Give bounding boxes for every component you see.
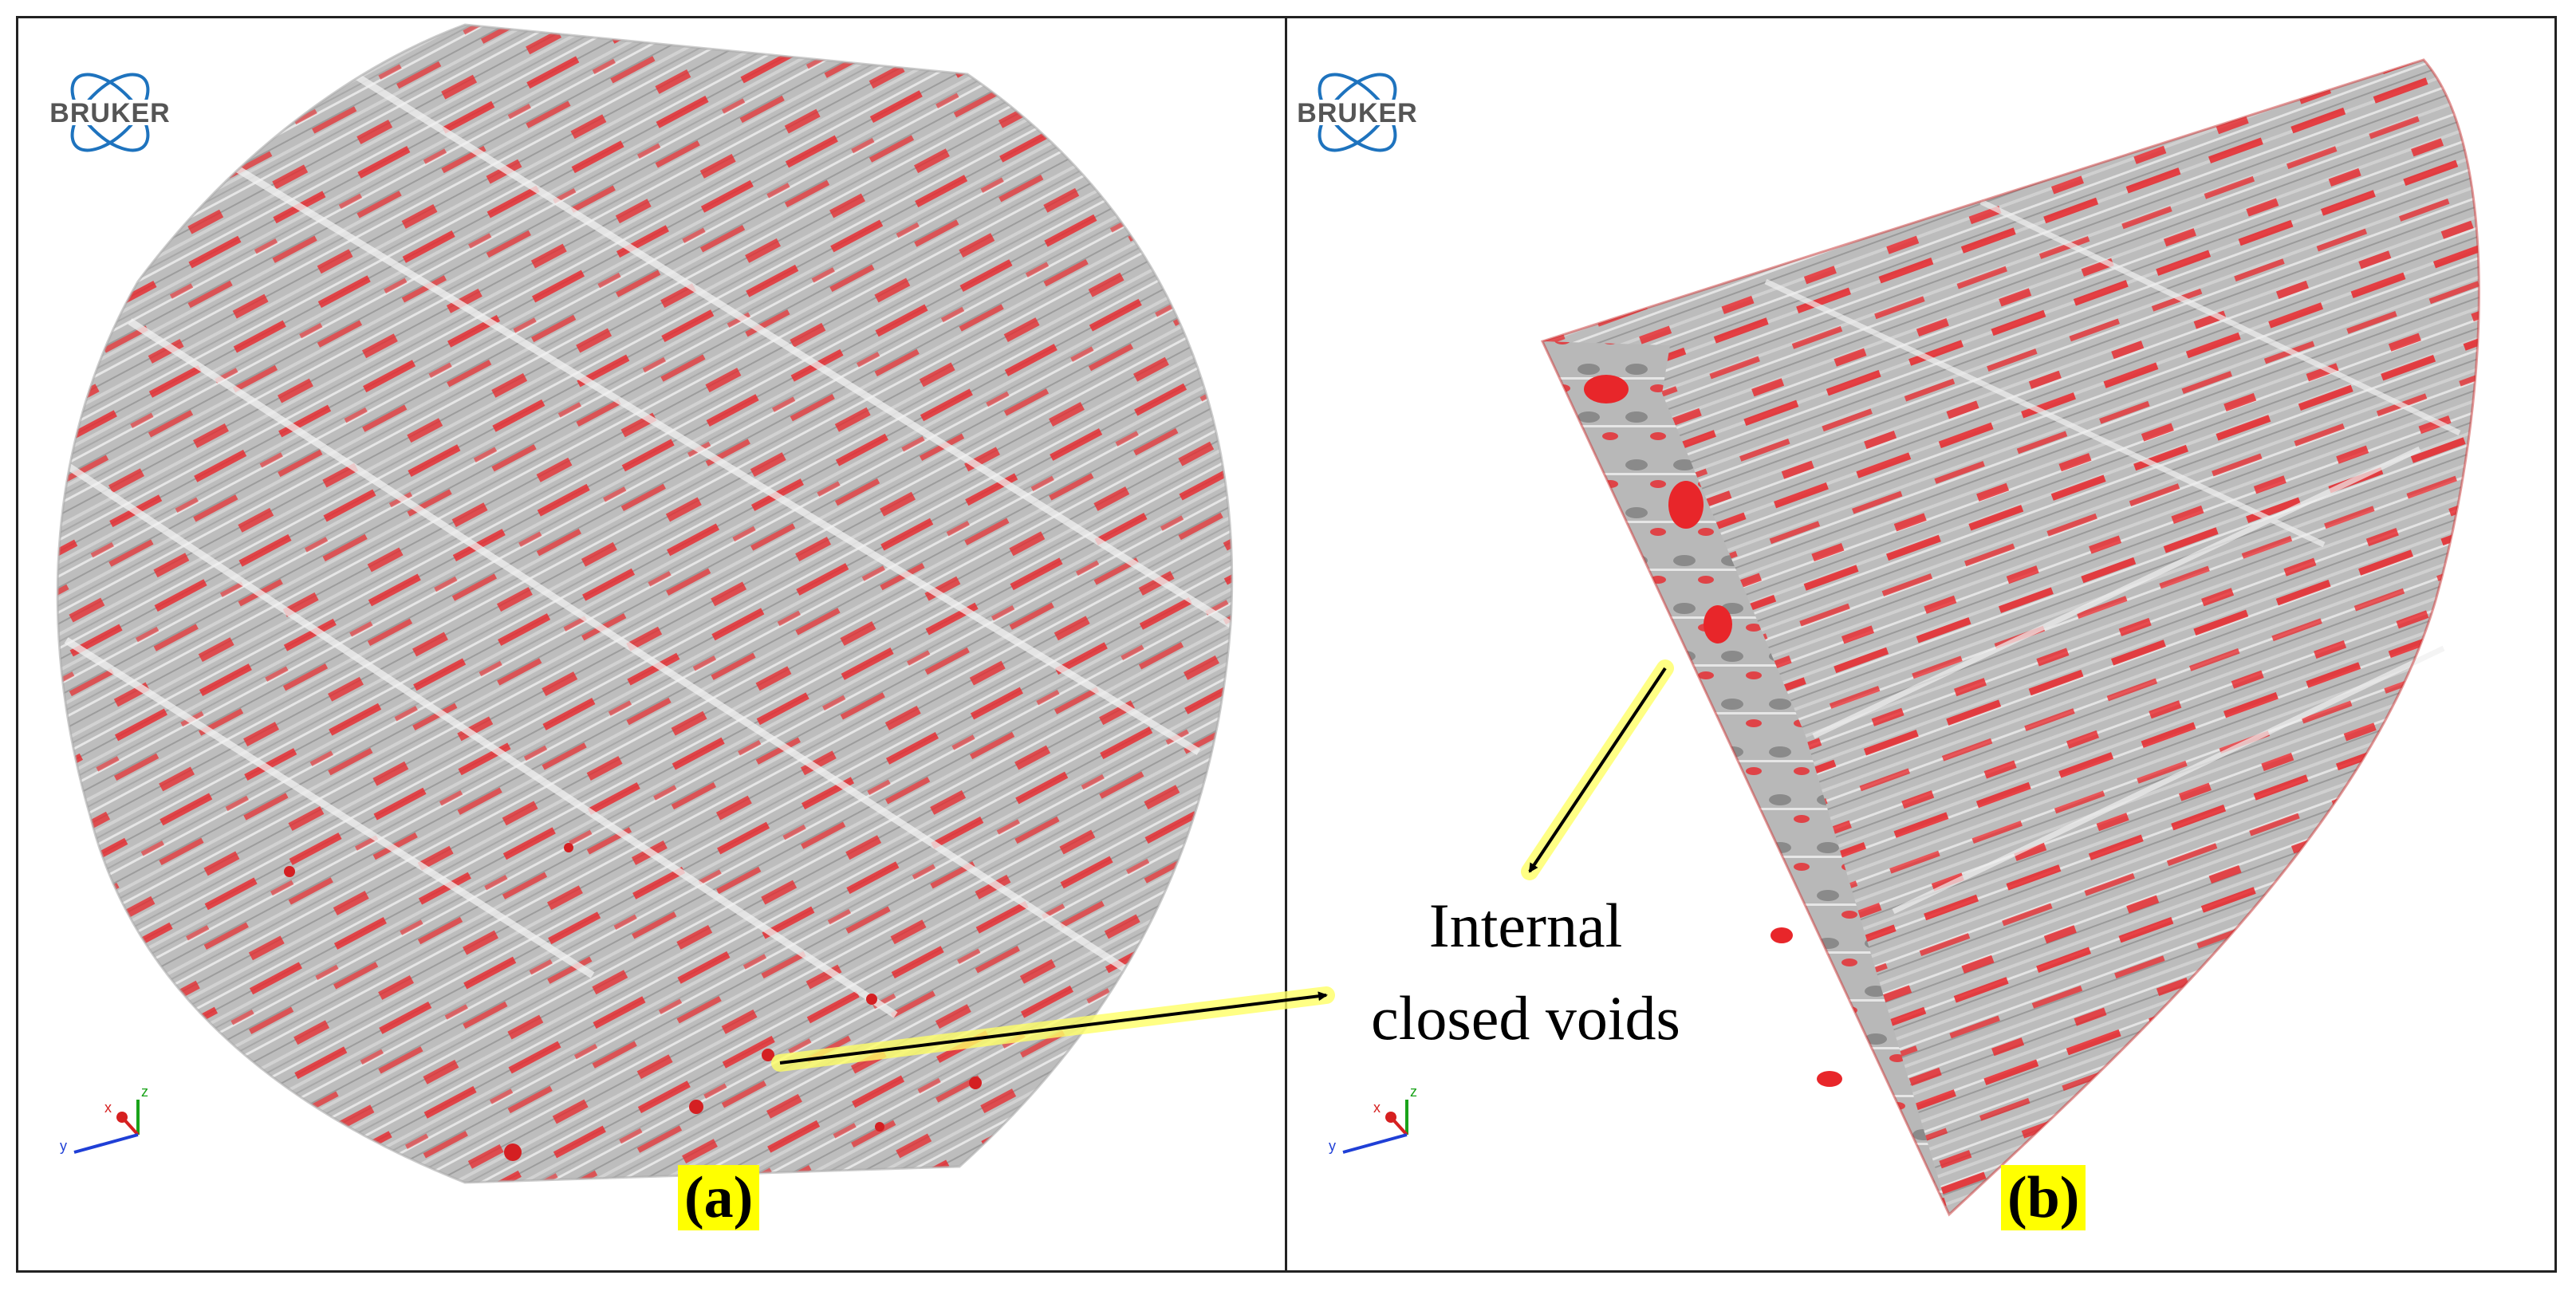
panel-label-b: (b) xyxy=(2001,1165,2086,1230)
annotation-text: Internal closed voids xyxy=(1358,880,1693,1065)
axis-triad-a: z x y xyxy=(60,1084,148,1154)
bruker-logo-b: BRUKER xyxy=(1297,73,1417,152)
panel-divider xyxy=(1285,18,1287,1270)
axis-x-label-b: x xyxy=(1373,1100,1381,1116)
annotation-line-1: Internal xyxy=(1428,891,1623,960)
axis-triad-b: z x y xyxy=(1329,1084,1417,1154)
axis-x-label: x xyxy=(104,1100,112,1116)
axis-z-label: z xyxy=(141,1084,148,1100)
axis-z-label-b: z xyxy=(1410,1084,1417,1100)
panel-a-image: BRUKER z x y xyxy=(49,23,1234,1184)
annotation-line-2: closed voids xyxy=(1371,983,1680,1053)
logo-text-b: BRUKER xyxy=(1297,98,1417,128)
disc-specimen xyxy=(57,25,1232,1183)
panel-label-a: (a) xyxy=(678,1165,760,1230)
bruker-logo: BRUKER xyxy=(49,73,170,152)
panel-b-image: BRUKER z x y xyxy=(1297,58,2480,1217)
axis-y-label: y xyxy=(60,1138,67,1154)
panel-a: BRUKER z x y (a) xyxy=(18,18,1285,1270)
axis-y-label-b: y xyxy=(1329,1138,1336,1154)
logo-text: BRUKER xyxy=(49,98,170,128)
panel-b: BRUKER z x y (b) xyxy=(1287,18,2554,1270)
figure-frame: BRUKER z x y (a) xyxy=(16,16,2557,1273)
